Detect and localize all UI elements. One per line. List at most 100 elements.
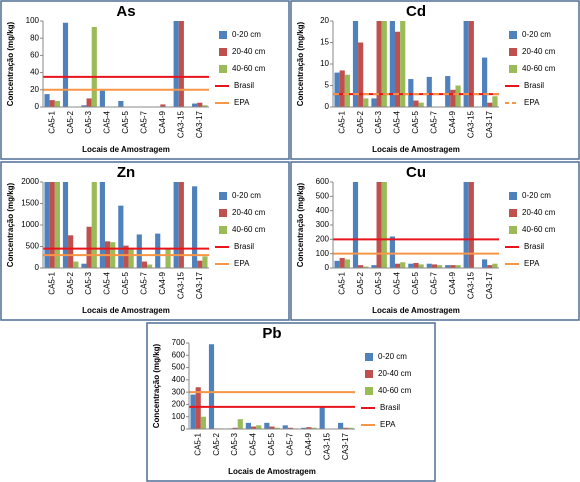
bar (160, 104, 166, 107)
legend-swatch (219, 65, 227, 73)
bar (54, 182, 60, 268)
x-tick-label: CA5-1 (337, 271, 346, 294)
bar (49, 100, 55, 107)
bar (450, 265, 456, 268)
bar (44, 94, 50, 107)
chart-title: Pb (262, 325, 281, 342)
legend-label: 20-40 cm (378, 369, 412, 378)
chart-panel: Cu 0 100 200 300 400 500 600 CA5-1 CA5-2 CA5-3 CA5-… (290, 161, 580, 321)
x-tick-label: CA5-3 (84, 271, 93, 294)
bar (192, 103, 198, 107)
y-tick-label: 1500 (21, 199, 39, 208)
legend-label: 0-20 cm (232, 191, 261, 200)
y-tick-label: 600 (172, 350, 186, 359)
bar (81, 263, 87, 268)
legend-label: 0-20 cm (378, 352, 407, 361)
bar (123, 245, 129, 268)
y-tick-label: 0 (35, 263, 40, 272)
bar (165, 248, 171, 268)
bar (394, 263, 401, 268)
chart-panel: Zn 0 500 1000 1500 2000 CA5-1 CA5-2 CA5-3 CA5-4 CA… (0, 161, 290, 321)
x-tick-label: CA5-2 (212, 432, 221, 455)
x-tick-label: CA5-7 (286, 432, 295, 455)
legend-swatch (219, 226, 227, 234)
bar (389, 21, 395, 107)
y-tick-label: 5 (325, 81, 330, 90)
bar (343, 427, 349, 429)
panel-border (0, 161, 290, 321)
y-tick-label: 10 (320, 59, 329, 68)
bar (147, 264, 153, 268)
bar (282, 425, 288, 429)
bar (381, 182, 387, 268)
x-tick-label: CA4-9 (448, 110, 457, 133)
bar (232, 427, 238, 429)
bar (197, 260, 203, 268)
y-tick-label: 100 (316, 249, 330, 258)
legend-label: 40-60 cm (522, 64, 556, 73)
legend-swatch (219, 192, 227, 200)
bar (73, 261, 79, 268)
bar (91, 182, 97, 268)
bar (334, 260, 340, 268)
x-tick-label: CA3-15 (176, 110, 185, 138)
bar (141, 261, 148, 268)
legend-label: 0-20 cm (232, 30, 261, 39)
bar (492, 263, 498, 268)
x-axis-label: Locais de Amostragem (82, 145, 170, 154)
y-tick-label: 20 (320, 16, 329, 25)
bar (352, 21, 359, 107)
bar (311, 427, 317, 429)
bar (86, 98, 92, 107)
legend-swatch (509, 226, 517, 234)
bar (450, 89, 456, 107)
bar (455, 265, 461, 268)
bar (301, 427, 307, 429)
bar (348, 427, 354, 429)
bar (487, 265, 493, 268)
bar (426, 263, 432, 268)
bar (445, 76, 451, 107)
bar (408, 79, 414, 107)
y-tick-label: 500 (316, 191, 330, 200)
x-tick-label: CA3-17 (195, 110, 204, 138)
bar (463, 182, 469, 268)
bar (418, 102, 424, 107)
y-axis-label: Concentração (mg/kg) (296, 182, 305, 267)
legend-label: EPA (524, 259, 540, 268)
legend-swatch (365, 387, 373, 395)
bar (344, 74, 350, 107)
bar (492, 96, 498, 107)
y-tick-label: 300 (172, 387, 186, 396)
bar (118, 100, 124, 107)
bar (468, 21, 474, 107)
x-tick-label: CA5-3 (230, 432, 239, 455)
legend-label: 40-60 cm (232, 64, 266, 73)
bar (363, 266, 369, 268)
legend-label: Brasil (524, 242, 544, 251)
bar (190, 394, 196, 429)
bar (431, 264, 438, 268)
bar (371, 265, 377, 268)
bar (200, 416, 206, 429)
y-tick-label: 60 (30, 51, 39, 60)
x-axis-label: Locais de Amostragem (372, 145, 460, 154)
x-tick-label: CA5-4 (249, 432, 258, 455)
y-axis-label: Concentração (mg/kg) (152, 343, 161, 428)
legend-label: EPA (524, 98, 540, 107)
bar (381, 21, 387, 107)
y-tick-label: 500 (172, 363, 186, 372)
bar (264, 422, 270, 429)
x-tick-label: CA5-2 (66, 110, 75, 133)
bar (269, 426, 275, 429)
legend-label: 0-20 cm (522, 30, 551, 39)
y-tick-label: 400 (172, 375, 186, 384)
x-tick-label: CA5-7 (140, 110, 149, 133)
legend-swatch (509, 192, 517, 200)
bar (192, 186, 198, 268)
bar (338, 422, 344, 429)
y-tick-label: 40 (30, 68, 39, 77)
bar (91, 27, 97, 107)
bar (202, 256, 208, 268)
x-tick-label: CA5-4 (103, 110, 112, 133)
